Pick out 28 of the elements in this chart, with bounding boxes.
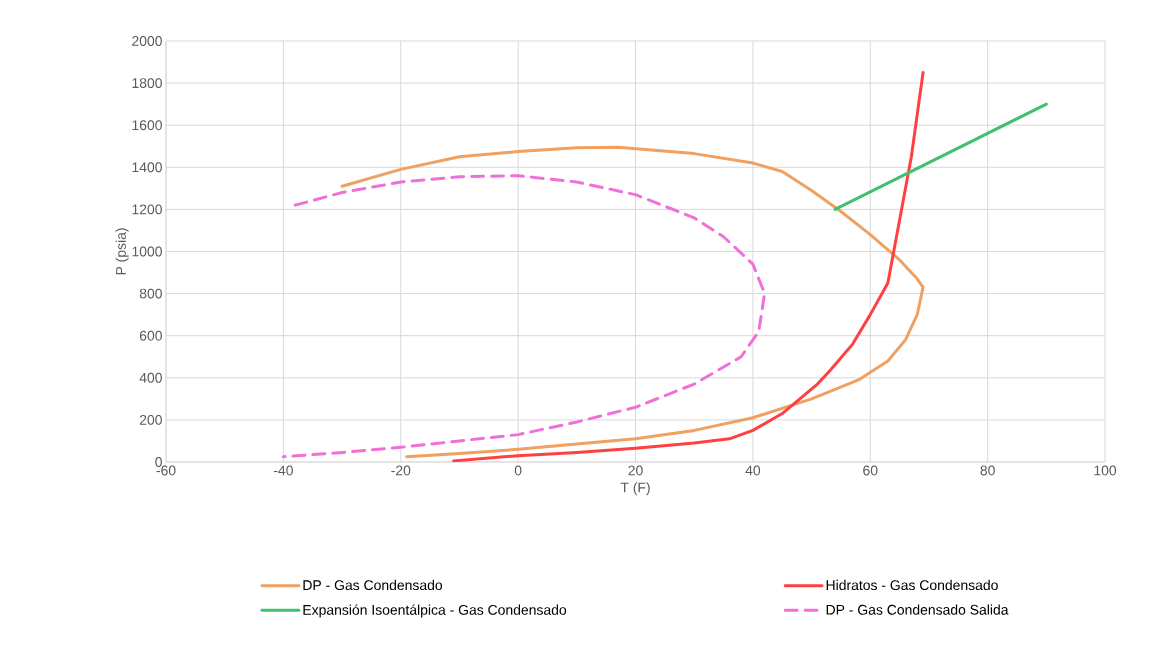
y-axis-title: P (psia) [115, 228, 129, 275]
line-series [340, 145, 925, 459]
y-tick-label: 1000 [132, 246, 162, 257]
y-tick-label: 1800 [132, 78, 162, 89]
legend-label: DP - Gas Condensado Salida [826, 604, 1009, 615]
legend-label: Hidratos - Gas Condensado [826, 579, 998, 591]
y-tick-label: 400 [139, 372, 162, 383]
x-tick-label: 0 [514, 465, 522, 476]
y-tick-label: 800 [139, 288, 162, 299]
y-tick-label: 1400 [132, 162, 162, 173]
legend-label: DP - Gas Condensado [303, 579, 443, 591]
x-tick-label: 40 [745, 465, 761, 476]
x-axis-title: T (F) [620, 482, 650, 496]
x-tick-label: 80 [980, 465, 995, 476]
line-series [281, 174, 767, 459]
y-tick-label: 2000 [132, 36, 162, 46]
x-tick-label: 60 [863, 465, 878, 476]
y-tick-label: 1200 [132, 204, 162, 215]
legend-label: Expansión Isoentálpica - Gas Condensado [303, 604, 567, 618]
x-tick-label: -20 [391, 465, 411, 476]
x-tick-label: 100 [1094, 465, 1117, 476]
y-tick-label: 0 [155, 457, 162, 467]
x-tick-label: -60 [156, 465, 176, 476]
y-tick-label: 200 [139, 414, 162, 425]
y-tick-label: 1600 [132, 120, 162, 131]
y-tick-label: 600 [139, 330, 162, 341]
x-tick-label: -40 [273, 465, 293, 476]
x-tick-label: 20 [628, 465, 643, 476]
